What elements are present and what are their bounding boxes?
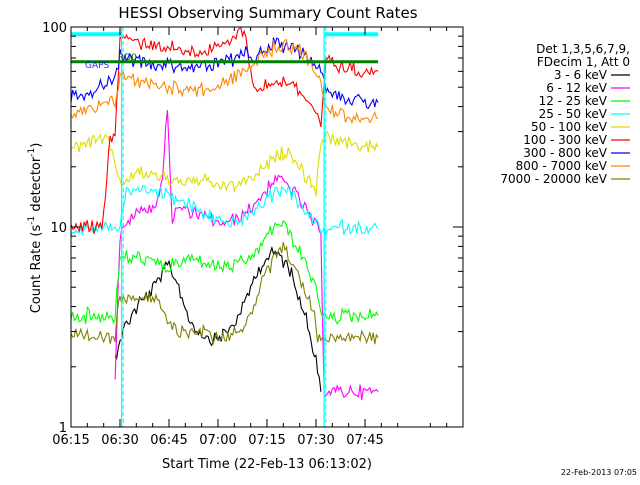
legend-entry-label-8: 7000 - 20000 keV xyxy=(500,172,607,186)
x-tick-label-0: 06:15 xyxy=(52,433,89,448)
legend-entry-label-4: 50 - 100 keV xyxy=(531,120,608,134)
legend-entry-label-6: 300 - 800 keV xyxy=(523,146,607,160)
rd0-label: RD0 xyxy=(118,53,137,63)
y-axis-label-exp2: -1 xyxy=(27,148,37,157)
legend-entry-label-1: 6 - 12 keV xyxy=(546,81,608,95)
x-tick-label-6: 07:45 xyxy=(346,433,383,448)
x-tick-label-4: 07:15 xyxy=(248,433,285,448)
y-axis-label-close: ) xyxy=(29,143,44,148)
y-tick-label-2: 100 xyxy=(42,21,67,36)
x-tick-label-2: 06:45 xyxy=(150,433,187,448)
legend-header-detectors: Det 1,3,5,6,7,9, xyxy=(536,42,630,56)
legend-entry-label-5: 100 - 300 keV xyxy=(523,133,607,147)
legend-entry-label-2: 12 - 25 keV xyxy=(539,94,608,108)
x-tick-label-5: 07:30 xyxy=(297,433,334,448)
legend-header-decimation: FDecim 1, Att 0 xyxy=(537,55,630,69)
legend-entry-label-3: 25 - 50 keV xyxy=(539,107,608,121)
y-axis-label-mid: detector xyxy=(29,156,44,216)
footer-date: 22-Feb-2013 07:05 xyxy=(561,468,637,477)
plot-marks xyxy=(70,26,379,427)
x-tick-label-3: 07:00 xyxy=(199,433,236,448)
y-tick-label-1: 10 xyxy=(50,221,67,236)
series-line-0 xyxy=(114,245,322,392)
x-tick-label-1: 06:30 xyxy=(101,433,138,448)
legend: Det 1,3,5,6,7,9, FDecim 1, Att 0 3 - 6 k… xyxy=(500,42,630,186)
gap-label: GAPS xyxy=(85,61,110,71)
series-line-1 xyxy=(114,110,379,401)
legend-entry-label-7: 800 - 7000 keV xyxy=(516,159,608,173)
chart-title: HESSI Observing Summary Count Rates xyxy=(118,4,417,22)
axis-ticks: 06:15 06:30 06:45 07:00 07:15 07:30 07:45 1 10 10… xyxy=(42,21,463,448)
y-axis-label-main: Count Rate (s xyxy=(29,225,44,314)
y-axis-label-exp1: -1 xyxy=(27,216,37,225)
legend-entry-label-0: 3 - 6 keV xyxy=(554,68,608,82)
y-tick-label-0: 1 xyxy=(59,421,67,436)
x-axis-label: Start Time (22-Feb-13 06:13:02) xyxy=(162,457,372,472)
y-axis-label: Count Rate (s-1 detector-1) xyxy=(27,143,44,314)
